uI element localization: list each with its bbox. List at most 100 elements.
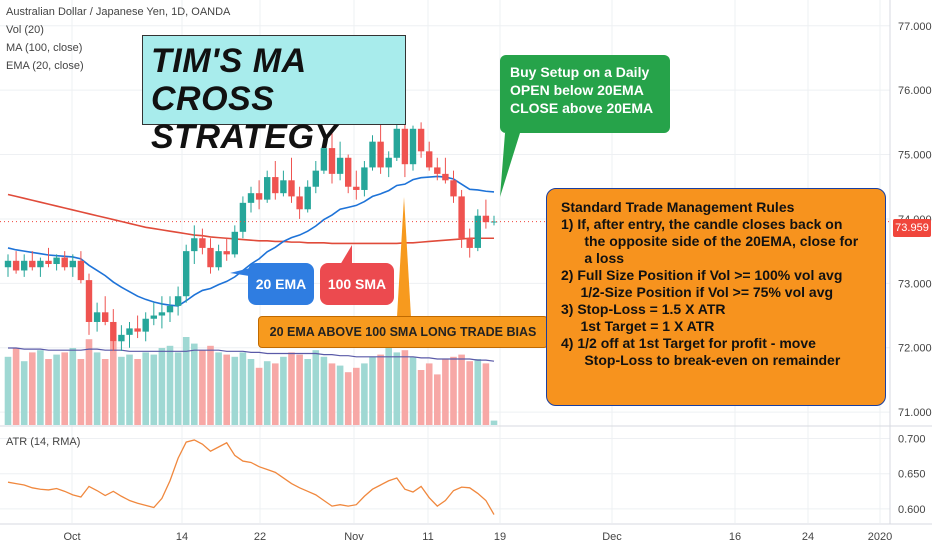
volume-bar (61, 352, 68, 425)
volume-bar (450, 356, 457, 425)
rules-line: the opposite side of the 20EMA, close fo… (561, 233, 859, 249)
volume-bar (239, 352, 247, 425)
candle-body (474, 215, 481, 248)
candle-body (29, 260, 36, 268)
buy-line-1: Buy Setup on a Daily (510, 64, 650, 80)
candle-body (199, 238, 206, 248)
x-tick-label: 22 (254, 531, 266, 543)
candle-body (442, 173, 449, 181)
ma-legend[interactable]: MA (100, close) (6, 42, 83, 54)
volume-bar (231, 356, 239, 425)
candle-body (126, 328, 133, 335)
candle-body (110, 321, 117, 342)
candle-body (53, 257, 60, 265)
rules-line: 4) 1/2 off at 1st Target for profit - mo… (561, 335, 816, 351)
volume-bar (409, 356, 417, 425)
vol-legend[interactable]: Vol (20) (6, 24, 44, 36)
candle-body (272, 177, 279, 194)
volume-bar (434, 374, 441, 425)
x-tick-label: 16 (729, 531, 741, 543)
candle-body (166, 305, 174, 313)
volume-bar (385, 348, 392, 425)
price-tick-label: 77.000 (898, 21, 932, 33)
volume-bar (150, 354, 158, 425)
x-tick-label: 11 (422, 531, 433, 543)
candle-body (142, 318, 149, 332)
candle-body (280, 180, 287, 194)
candle-body (4, 260, 12, 268)
price-tick-label: 73.000 (898, 278, 932, 290)
volume-bar (77, 359, 85, 425)
candle-body (369, 141, 376, 168)
ema-legend[interactable]: EMA (20, close) (6, 60, 84, 72)
candle-body (434, 167, 441, 174)
candle-body (118, 334, 125, 342)
rules-line: 1) If, after entry, the candle closes ba… (561, 216, 843, 232)
sma-callout: 100 SMA (320, 263, 394, 305)
price-tick-label: 76.000 (898, 85, 932, 97)
volume-bar (263, 361, 271, 425)
trade-rules-callout: Standard Trade Management Rules 1) If, a… (546, 188, 886, 406)
volume-bar (417, 370, 425, 425)
price-tick-label: 75.000 (898, 150, 932, 162)
volume-bar (142, 352, 149, 425)
price-tick-label: 71.000 (898, 407, 932, 419)
candle-body (223, 251, 230, 255)
x-tick-label: 14 (176, 531, 188, 543)
title-annotation: TIM'S MA CROSS STRATEGY (142, 35, 406, 156)
candle-body (466, 238, 473, 248)
candle-body (45, 260, 52, 265)
x-tick-label: Dec (602, 531, 622, 543)
candle-body (426, 151, 433, 168)
candle-body (377, 141, 384, 168)
atr-legend[interactable]: ATR (14, RMA) (6, 436, 81, 448)
volume-bar (361, 363, 368, 425)
x-tick-label: 24 (802, 531, 814, 543)
candle-body (255, 193, 263, 200)
volume-bar (377, 354, 384, 425)
volume-bar (353, 367, 360, 425)
title-line-1: TIM'S MA (151, 42, 307, 80)
volume-bar (69, 348, 77, 425)
title-line-2: CROSS STRATEGY (151, 80, 338, 156)
rules-line: 1st Target = 1 X ATR (561, 318, 715, 334)
volume-bar (174, 352, 182, 425)
volume-bar (182, 337, 190, 425)
volume-bar (328, 363, 336, 425)
ema-callout: 20 EMA (248, 263, 314, 305)
candle-body (417, 128, 425, 152)
candle-body (458, 196, 465, 239)
volume-bar (280, 356, 287, 425)
symbol-legend[interactable]: Australian Dollar / Japanese Yen, 1D, OA… (6, 6, 231, 18)
volume-bar (4, 356, 12, 425)
candle-body (191, 238, 198, 252)
volume-bar (85, 339, 93, 425)
candle-body (247, 193, 255, 203)
candle-body (482, 215, 490, 223)
buy-line-2: OPEN below 20EMA (510, 82, 644, 98)
volume-bar (247, 359, 255, 425)
atr-tick-label: 0.700 (898, 434, 926, 446)
volume-bar (490, 420, 498, 425)
volume-bar (207, 345, 214, 425)
volume-bar (312, 350, 320, 425)
candle-body (215, 251, 222, 268)
volume-bar (458, 354, 465, 425)
candle-body (328, 148, 336, 174)
volume-bar (288, 352, 295, 425)
candle-body (336, 157, 344, 174)
candle-body (174, 296, 182, 306)
volume-bar (320, 356, 328, 425)
x-tick-label: Nov (344, 531, 364, 543)
volume-bar (53, 354, 60, 425)
rules-line: Stop-Loss to break-even on remainder (561, 352, 841, 368)
sma-callout-pointer (340, 245, 352, 265)
bias-callout-pointer (397, 197, 411, 317)
candle-body (150, 315, 157, 319)
candle-body (102, 312, 109, 322)
x-tick-label: 2020 (868, 531, 892, 543)
candle-body (385, 157, 392, 168)
atr-line (7, 439, 495, 515)
candle-body (77, 260, 85, 281)
